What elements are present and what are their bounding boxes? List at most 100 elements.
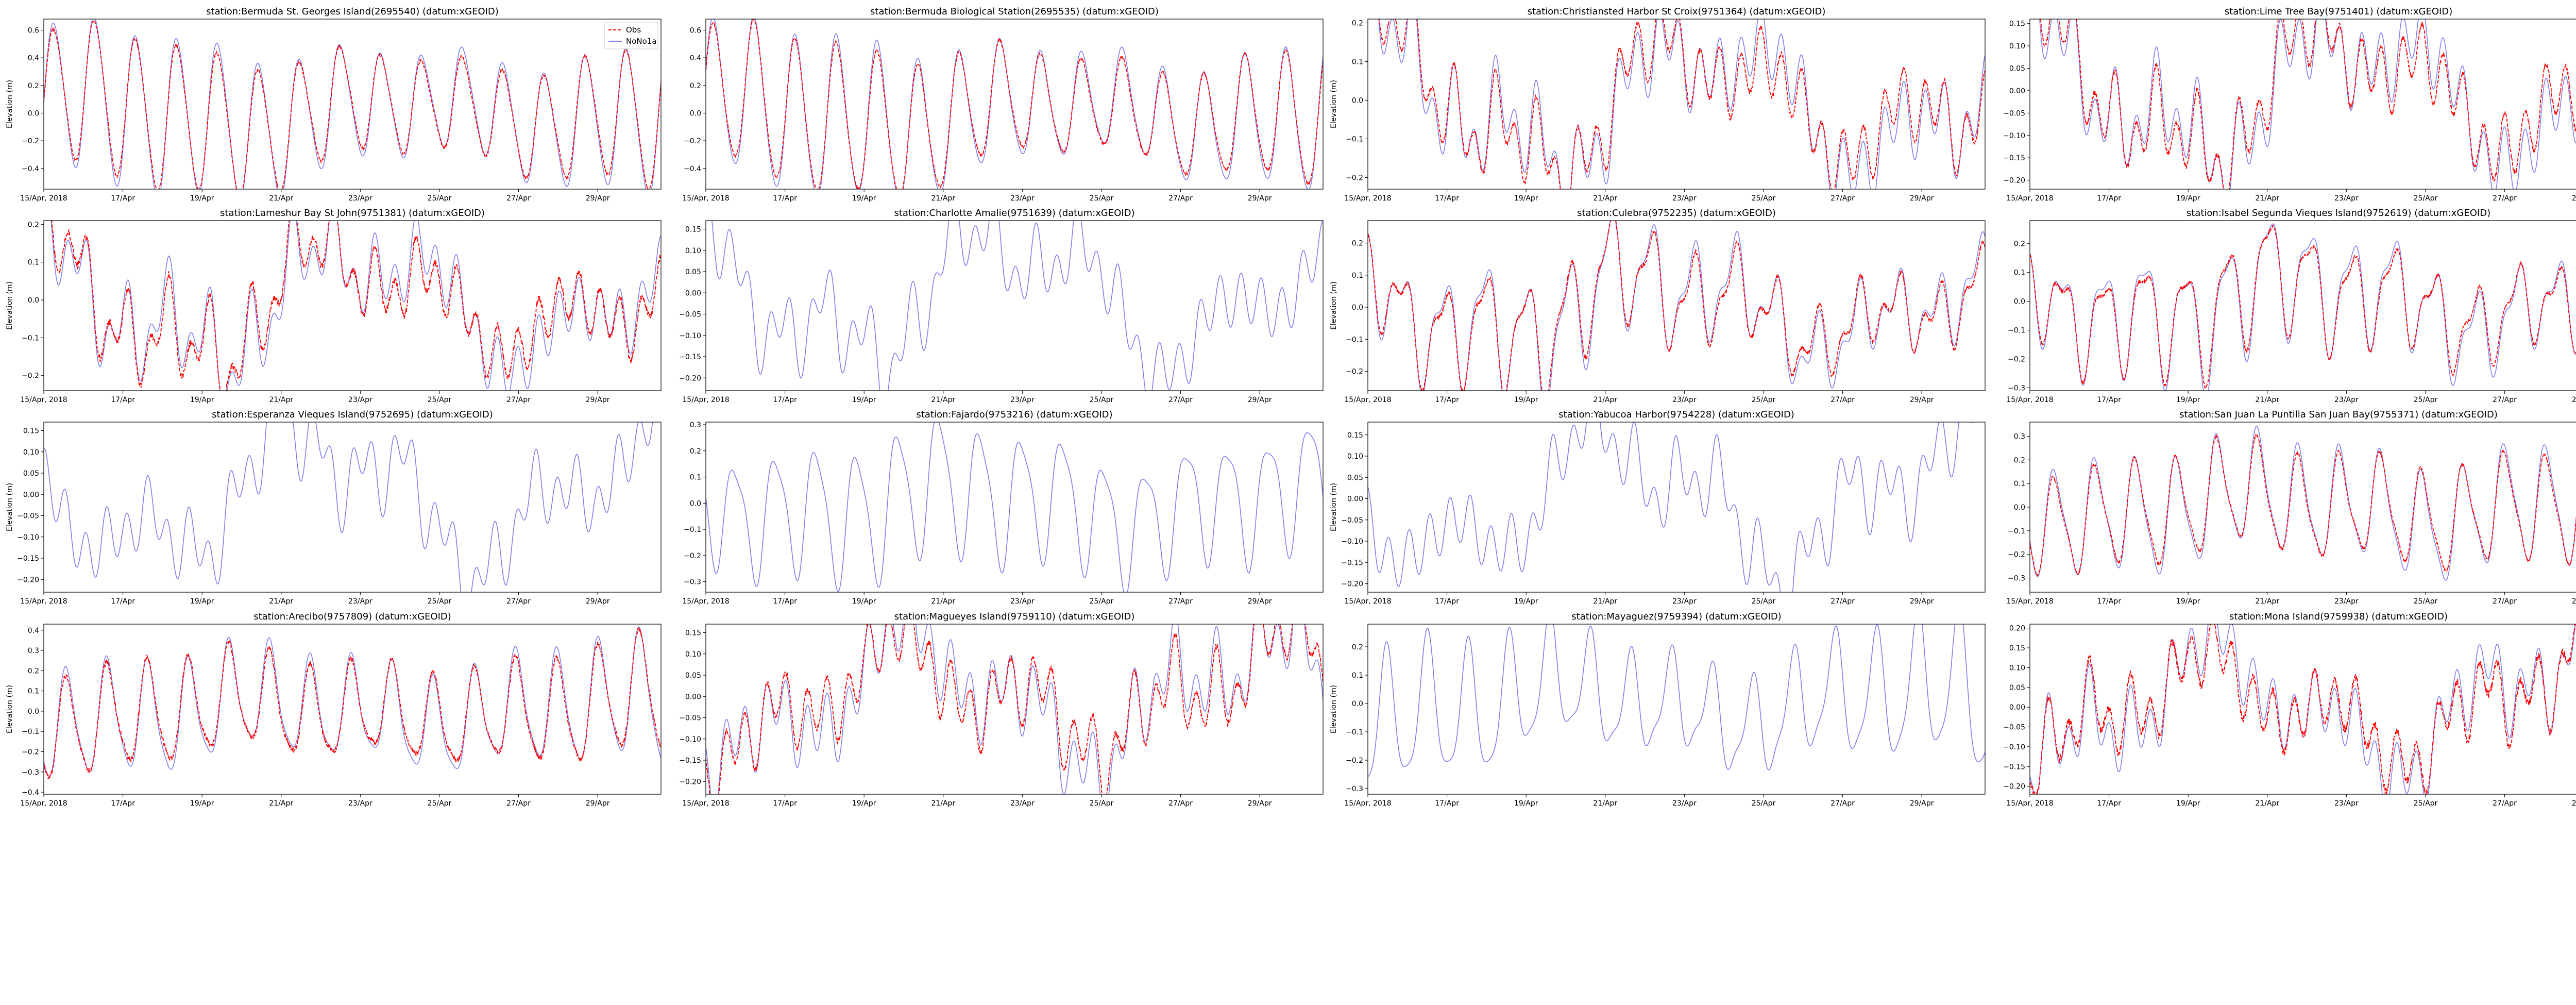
y-tick-label: −0.10 — [1341, 538, 1363, 546]
x-tick-label: 21/Apr — [931, 194, 955, 203]
x-tick-label: 19/Apr — [852, 799, 876, 808]
y-tick-label: 0.0 — [1352, 97, 1363, 105]
y-tick-label: −0.05 — [17, 512, 39, 521]
y-tick-label: 0.00 — [685, 693, 701, 701]
x-tick-label: 23/Apr — [1010, 597, 1035, 606]
x-tick-label: 29/Apr — [1248, 396, 1272, 404]
y-tick-label: 0.00 — [2009, 87, 2025, 95]
x-tick-label: 17/Apr — [1435, 799, 1459, 808]
axes-frame — [43, 220, 662, 391]
y-tick-label: −0.20 — [679, 374, 701, 382]
model-series-line — [1368, 422, 1973, 592]
x-tick-label: 19/Apr — [852, 597, 876, 606]
y-tick-label: −0.3 — [22, 768, 39, 777]
subplot-title: station:Esperanza Vieques Island(9752695… — [212, 409, 493, 420]
y-tick-label: 0.2 — [1352, 240, 1363, 248]
subplot-13: station:Arecibo(9757809) (datum:xGEOID) −… — [6, 611, 662, 808]
y-tick-label: 0.00 — [23, 491, 39, 499]
x-tick-label: 23/Apr — [2334, 396, 2359, 404]
y-tick-label: −0.1 — [1346, 136, 1363, 144]
x-tick-label: 29/Apr — [586, 396, 610, 404]
subplot-7: station:Culebra(9752235) (datum:xGEOID) −… — [1330, 208, 1986, 404]
x-tick-label: 27/Apr — [1168, 597, 1193, 606]
x-tick-label: 15/Apr, 2018 — [20, 799, 67, 808]
x-tick-label: 19/Apr — [1514, 194, 1538, 203]
subplot-9: station:Esperanza Vieques Island(9752695… — [6, 409, 662, 606]
obs-series-line — [2030, 433, 2576, 577]
y-tick-label: 0.2 — [2014, 240, 2025, 248]
x-tick-label: 21/Apr — [269, 597, 293, 606]
y-tick-label: 0.6 — [28, 26, 39, 35]
y-tick-label: −0.2 — [22, 137, 39, 145]
subplot-15: station:Mayaguez(9759394) (datum:xGEOID)… — [1330, 611, 1986, 808]
y-tick-label: −0.1 — [22, 334, 39, 342]
model-series-line — [706, 422, 1323, 592]
x-tick-label: 27/Apr — [506, 396, 531, 404]
model-series-line — [44, 626, 661, 777]
x-tick-label: 17/Apr — [2097, 799, 2121, 808]
legend-obs-label: Obs — [626, 25, 641, 35]
axes-frame — [2029, 220, 2576, 391]
subplot-title: station:San Juan La Puntilla San Juan Ba… — [2179, 409, 2498, 420]
x-tick-label: 23/Apr — [348, 396, 372, 404]
x-tick-label: 27/Apr — [506, 597, 531, 606]
x-tick-label: 25/Apr — [2414, 597, 2438, 606]
x-tick-label: 25/Apr — [1752, 597, 1776, 606]
x-tick-label: 25/Apr — [428, 194, 452, 203]
x-tick-label: 25/Apr — [1752, 396, 1776, 404]
x-tick-label: 15/Apr, 2018 — [682, 194, 729, 203]
subplot-5: station:Lameshur Bay St John(9751381) (d… — [6, 208, 662, 404]
subplot-2: station:Bermuda Biological Station(26955… — [682, 6, 1324, 203]
y-tick-label: 0.10 — [685, 650, 701, 659]
y-axis-label: Elevation (m) — [6, 80, 14, 128]
legend-box — [604, 22, 658, 49]
y-tick-label: 0.10 — [23, 448, 39, 457]
y-tick-label: −0.15 — [679, 757, 701, 765]
subplot-10: station:Fajardo(9753216) (datum:xGEOID) −… — [682, 409, 1324, 606]
x-tick-label: 27/Apr — [1168, 396, 1193, 404]
y-tick-label: 0.10 — [2009, 664, 2025, 672]
x-tick-label: 27/Apr — [1831, 194, 1855, 203]
x-tick-label: 27/Apr — [2493, 396, 2517, 404]
y-tick-label: 0.0 — [1352, 304, 1363, 312]
x-tick-label: 17/Apr — [773, 396, 797, 404]
x-tick-label: 19/Apr — [1514, 597, 1538, 606]
y-tick-label: −0.10 — [2003, 743, 2025, 751]
x-tick-label: 29/Apr — [1910, 597, 1934, 606]
x-tick-label: 21/Apr — [1593, 799, 1617, 808]
x-tick-label: 25/Apr — [428, 799, 452, 808]
x-tick-label: 27/Apr — [506, 194, 531, 203]
x-tick-label: 21/Apr — [269, 194, 293, 203]
x-tick-label: 21/Apr — [2255, 194, 2279, 203]
y-tick-label: 0.3 — [690, 421, 701, 429]
model-series-line — [44, 19, 661, 189]
subplot-title: station:Arecibo(9757809) (datum:xGEOID) — [253, 611, 451, 622]
model-series-line — [1378, 19, 1985, 189]
y-tick-label: 0.10 — [1347, 453, 1363, 461]
x-tick-label: 29/Apr — [1248, 597, 1272, 606]
y-tick-label: −0.3 — [1346, 785, 1363, 793]
y-tick-label: −0.20 — [679, 778, 701, 786]
obs-series-line — [706, 624, 1323, 794]
x-tick-label: 29/Apr — [2572, 799, 2576, 808]
y-tick-label: 0.00 — [1347, 495, 1363, 504]
y-tick-label: 0.15 — [685, 629, 701, 638]
y-tick-label: −0.1 — [1346, 336, 1363, 344]
axes-frame — [705, 422, 1324, 593]
subplot-4: station:Lime Tree Bay(9751401) (datum:xG… — [2003, 6, 2576, 203]
y-axis-label: Elevation (m) — [1330, 80, 1338, 128]
x-tick-label: 17/Apr — [2097, 597, 2121, 606]
axes-frame — [1367, 220, 1986, 391]
x-tick-label: 27/Apr — [506, 799, 531, 808]
y-tick-label: 0.2 — [2014, 456, 2025, 464]
x-tick-label: 21/Apr — [931, 799, 955, 808]
y-tick-label: −0.15 — [679, 353, 701, 361]
x-tick-label: 15/Apr, 2018 — [1344, 194, 1391, 203]
y-tick-label: −0.4 — [684, 165, 701, 173]
y-tick-label: 0.0 — [690, 499, 701, 508]
y-tick-label: 0.1 — [28, 259, 39, 267]
subplot-title: station:Fajardo(9753216) (datum:xGEOID) — [916, 409, 1112, 420]
y-tick-label: 0.0 — [2014, 504, 2025, 512]
y-tick-label: −0.15 — [2003, 154, 2025, 162]
y-tick-label: 0.10 — [2009, 42, 2025, 51]
